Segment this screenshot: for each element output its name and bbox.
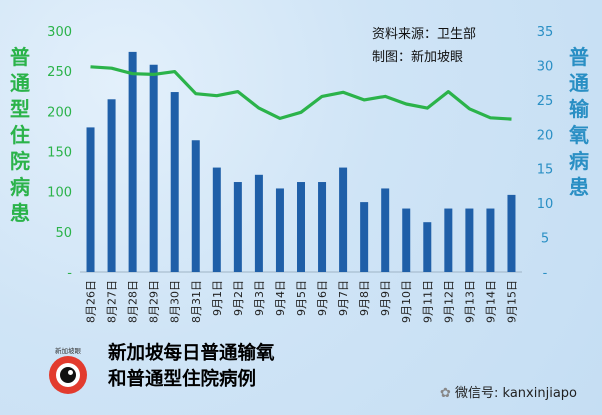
y-tick-right: 25 [537, 94, 554, 109]
x-tick-label: 9月12日 [442, 280, 455, 323]
y-axis-label-left: 普通型住院病患 [10, 45, 30, 225]
bar [254, 174, 263, 272]
bar [318, 182, 327, 272]
y-tick-right: - [543, 266, 548, 281]
x-tick-label: 9月2日 [232, 280, 245, 316]
bar [465, 208, 474, 272]
x-tick-label: 9月8日 [358, 280, 371, 316]
y-tick-right: 20 [537, 128, 554, 143]
y-tick-right: 15 [537, 163, 554, 178]
y-tick-left: 250 [47, 65, 72, 80]
y-tick-right: 30 [537, 59, 554, 74]
y-tick-right: 35 [537, 25, 554, 40]
bar [128, 51, 137, 273]
x-tick-label: 9月4日 [274, 280, 287, 316]
chart-title-line2: 和普通型住院病例 [108, 369, 257, 390]
x-tick-label: 9月9日 [379, 280, 392, 316]
bar [297, 182, 305, 272]
y-tick-right: 5 [541, 232, 549, 247]
bar [275, 188, 284, 272]
credit-text: 制图：新加坡眼 [372, 50, 464, 65]
x-tick-label: 8月29日 [148, 280, 161, 323]
brand-logo: 新加坡眼 [49, 346, 87, 394]
bar [381, 188, 390, 272]
wechat-id: ✿ 微信号: kanxinjiapo [440, 382, 577, 401]
bar [507, 194, 516, 272]
bar [86, 127, 95, 273]
x-tick-label: 8月28日 [127, 280, 140, 323]
bar [423, 222, 432, 272]
y-tick-left: - [67, 266, 72, 281]
bar [360, 202, 369, 272]
x-tick-label: 9月13日 [463, 280, 476, 323]
y-axis-label-right: 普通输氧病患 [569, 45, 589, 199]
bar [486, 208, 495, 272]
wechat-label: 微信号: kanxinjiapo [455, 386, 577, 401]
chart-svg: - 50 100 150 200 250 300 - 5 10 15 20 25 30 35 8月26日 8月2… [47, 25, 554, 323]
svg-text:新加坡眼: 新加坡眼 [55, 346, 82, 355]
x-tick-label: 9月5日 [295, 280, 308, 316]
wechat-icon: ✿ [440, 386, 456, 401]
bar [212, 167, 221, 272]
y-tick-left: 100 [47, 186, 72, 201]
source-text: 资料来源：卫生部 [372, 27, 477, 42]
y-tick-left: 300 [47, 25, 72, 40]
bar [149, 64, 158, 273]
chart-title: 新加坡每日普通输氧 和普通型住院病例 [108, 341, 275, 393]
series-line [90, 65, 512, 121]
bar [170, 92, 179, 272]
bar [339, 167, 348, 272]
x-tick-label: 9月7日 [337, 280, 350, 316]
chart-title-line1: 新加坡每日普通输氧 [108, 343, 275, 364]
x-tick-label: 9月15日 [505, 280, 518, 323]
x-tick-label: 9月3日 [253, 280, 266, 316]
x-tick-label: 8月26日 [85, 280, 98, 323]
x-tick-label: 9月1日 [211, 280, 224, 316]
bar [402, 208, 411, 272]
bar [444, 208, 453, 272]
y-tick-left: 50 [55, 226, 72, 241]
x-tick-label: 9月6日 [316, 280, 329, 316]
bar [107, 99, 116, 273]
x-tick-label: 8月30日 [169, 280, 182, 323]
y-tick-left: 200 [47, 105, 72, 120]
bar [233, 182, 242, 272]
x-tick-label: 8月31日 [190, 280, 203, 323]
x-tick-label: 9月14日 [484, 280, 497, 323]
y-tick-right: 10 [537, 197, 554, 212]
y-tick-left: 150 [47, 146, 72, 161]
bar [191, 140, 200, 272]
x-tick-label: 9月11日 [421, 280, 434, 323]
x-tick-label: 8月27日 [106, 280, 119, 323]
x-tick-label: 9月10日 [400, 280, 413, 323]
